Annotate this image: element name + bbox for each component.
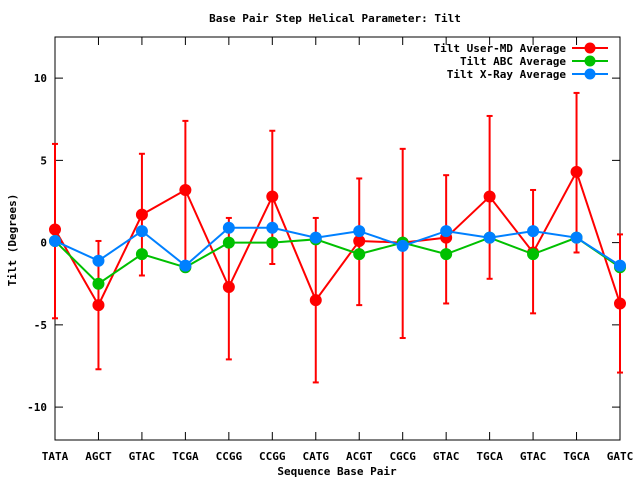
series-1 [49, 91, 626, 384]
legend-label: Tilt ABC Average [460, 55, 566, 68]
data-point [222, 221, 235, 234]
data-point [527, 248, 540, 261]
data-point [570, 165, 583, 178]
series-line [54, 169, 621, 308]
series-3 [49, 221, 626, 272]
data-point [440, 248, 453, 261]
data-point [527, 225, 540, 238]
x-tick-label: TATA [42, 450, 69, 463]
data-point [309, 294, 322, 307]
legend-swatch-marker [584, 42, 596, 54]
legend-entry-2: Tilt ABC Average [460, 55, 608, 68]
x-tick-label: AGCT [85, 450, 112, 463]
data-point [266, 221, 279, 234]
x-tick-label: GTAC [129, 450, 156, 463]
y-tick-label: 10 [34, 72, 47, 85]
plot-frame [54, 36, 621, 441]
data-point [266, 236, 279, 249]
data-point [266, 190, 279, 203]
data-point [179, 259, 192, 272]
legend-swatch-marker [584, 68, 596, 80]
data-point [135, 248, 148, 261]
x-tick-label: GTAC [433, 450, 460, 463]
data-point [49, 234, 61, 247]
series-line [54, 226, 621, 267]
data-point [353, 225, 366, 238]
data-point [92, 299, 105, 312]
legend-label: Tilt User-MD Average [434, 42, 567, 55]
data-point [353, 248, 366, 261]
series-line [54, 236, 621, 286]
legend-label: Tilt X-Ray Average [447, 68, 567, 81]
x-tick-label: GATC [607, 450, 634, 463]
x-tick-label: CCGG [259, 450, 286, 463]
data-point [614, 259, 626, 272]
x-tick-label: TGCA [563, 450, 590, 463]
x-tick-label: TGCA [476, 450, 503, 463]
data-point [483, 190, 496, 203]
legend-swatch-marker [584, 55, 596, 67]
data-point [49, 223, 61, 236]
x-axis-title: Sequence Base Pair [277, 465, 397, 478]
legend-entry-3: Tilt X-Ray Average [447, 68, 608, 81]
data-point [222, 236, 235, 249]
y-tick-label: 0 [40, 237, 47, 250]
data-point [135, 208, 148, 221]
data-point [222, 281, 235, 294]
data-point [396, 239, 409, 252]
y-tick-label: -5 [34, 319, 47, 332]
x-tick-label: CATG [303, 450, 330, 463]
data-point [614, 297, 626, 310]
x-tick-label: CCGG [216, 450, 243, 463]
data-point [440, 225, 453, 238]
y-axis-title: Tilt (Degrees) [6, 194, 19, 287]
data-point [570, 231, 583, 244]
legend-entry-1: Tilt User-MD Average [434, 42, 608, 55]
chart-title: Base Pair Step Helical Parameter: Tilt [209, 12, 461, 25]
data-point [353, 234, 366, 247]
x-tick-label: CGCG [389, 450, 416, 463]
data-point [309, 231, 322, 244]
x-tick-label: GTAC [520, 450, 547, 463]
data-point [135, 225, 148, 238]
data-point [92, 277, 105, 290]
x-tick-label: TCGA [172, 450, 199, 463]
data-point [179, 183, 192, 196]
x-tick-label: ACGT [346, 450, 373, 463]
y-tick-label: -10 [27, 401, 47, 414]
y-tick-label: 5 [40, 154, 47, 167]
data-point [483, 231, 496, 244]
data-point [92, 254, 105, 267]
